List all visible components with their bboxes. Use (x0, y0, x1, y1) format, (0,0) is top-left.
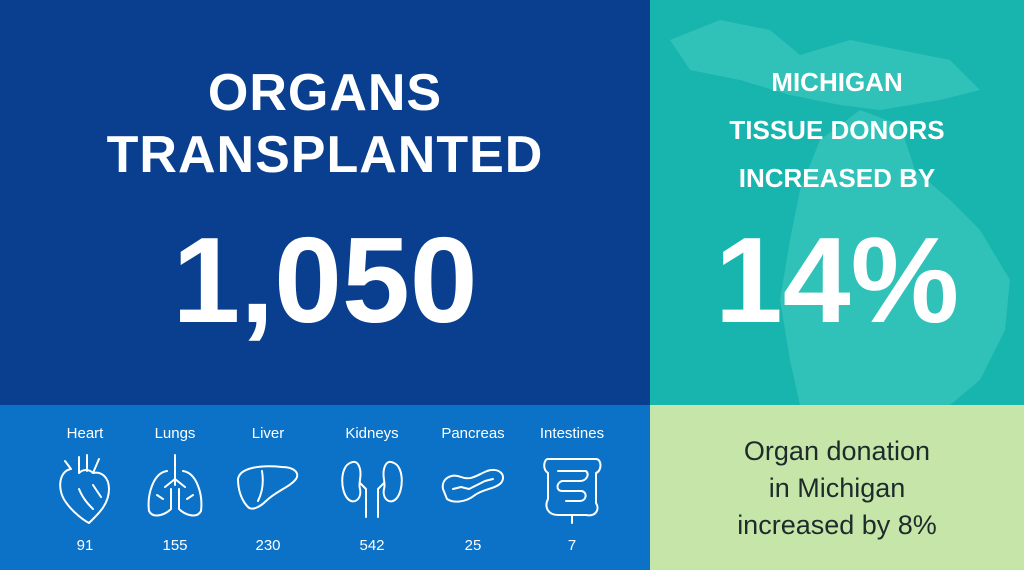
organ-count: 230 (255, 537, 281, 554)
text-line: Organ donation (743, 436, 931, 466)
organ: Pancreas 25 (423, 425, 523, 554)
transplant-title: ORGANS TRANSPLANTED (0, 62, 650, 186)
organ: Lungs 155 (125, 425, 225, 554)
text-line: increased by 8% (737, 510, 937, 540)
donation-panel: Organ donation in Michigan increased by … (650, 405, 1024, 570)
title-line: TISSUE DONORS (729, 115, 945, 145)
organ-icon (147, 454, 203, 517)
donation-text: Organ donation in Michigan increased by … (650, 433, 1024, 544)
text-line: in Michigan (768, 473, 906, 503)
organ-name: Pancreas (441, 425, 505, 442)
organ: Kidneys 542 (322, 425, 422, 554)
organ-name: Lungs (154, 425, 196, 442)
organ-count: 7 (567, 537, 577, 554)
organ: Liver 230 (218, 425, 318, 554)
tissue-title: MICHIGAN TISSUE DONORS INCREASED BY (650, 58, 1024, 202)
organ-name: Heart (66, 425, 104, 442)
organ-count: 25 (464, 537, 482, 554)
organ-strip: Heart 91 Lungs 155 Liver 230 Kidneys 542 Pancrea… (0, 405, 650, 570)
organ-name: Kidneys (345, 425, 399, 442)
organ-count: 155 (162, 537, 188, 554)
organ-icon (543, 458, 602, 524)
organ-icon (441, 469, 505, 503)
organ-name: Liver (251, 425, 285, 442)
organ-count: 91 (76, 537, 94, 554)
michigan-map (670, 20, 1010, 405)
tissue-panel: MICHIGAN TISSUE DONORS INCREASED BY 14% (650, 0, 1024, 405)
organ-name: Intestines (539, 425, 605, 442)
organ: Intestines 7 (522, 425, 622, 554)
title-line: ORGANS (207, 64, 443, 122)
title-line: MICHIGAN (771, 67, 903, 97)
transplant-panel: ORGANS TRANSPLANTED 1,050 (0, 0, 650, 405)
transplant-total: 1,050 (172, 212, 478, 348)
title-line: INCREASED BY (738, 163, 936, 193)
organ-count: 542 (359, 537, 385, 554)
organ-icon (341, 460, 403, 518)
organ-icon (237, 465, 299, 510)
organ: Heart 91 (35, 425, 135, 554)
organ-icon (59, 454, 110, 524)
tissue-value: 14% (714, 212, 960, 348)
title-line: TRANSPLANTED (106, 126, 544, 184)
